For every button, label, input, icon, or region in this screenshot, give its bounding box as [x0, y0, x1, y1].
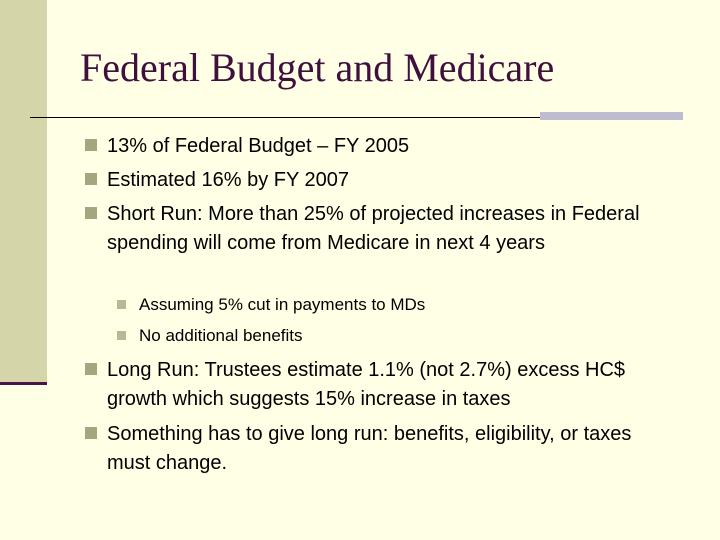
- left-decorative-band: [0, 0, 47, 385]
- bullet-item: Estimated 16% by FY 2007: [85, 166, 675, 195]
- left-band-accent-line: [0, 382, 47, 385]
- square-bullet-icon: [85, 363, 97, 375]
- square-sub-bullet-icon: [117, 331, 126, 340]
- sub-bullet-text: Assuming 5% cut in payments to MDs: [139, 295, 426, 314]
- bullet-item: Long Run: Trustees estimate 1.1% (not 2.…: [85, 356, 675, 414]
- square-bullet-icon: [85, 427, 97, 439]
- bullet-text: Short Run: More than 25% of projected in…: [107, 203, 640, 254]
- bullet-item: 13% of Federal Budget – FY 2005: [85, 132, 675, 161]
- square-bullet-icon: [85, 207, 97, 219]
- title-divider: [30, 117, 682, 118]
- bullet-text: Something has to give long run: benefits…: [107, 423, 632, 474]
- sub-bullet-item: Assuming 5% cut in payments to MDs: [117, 293, 657, 317]
- square-bullet-icon: [85, 139, 97, 151]
- bullet-text: 13% of Federal Budget – FY 2005: [107, 135, 410, 157]
- square-sub-bullet-icon: [117, 300, 126, 309]
- title-divider-accent: [540, 112, 683, 120]
- bullet-item: Short Run: More than 25% of projected in…: [85, 200, 675, 258]
- square-bullet-icon: [85, 173, 97, 185]
- bullet-text: Long Run: Trustees estimate 1.1% (not 2.…: [107, 359, 626, 410]
- bullet-text: Estimated 16% by FY 2007: [107, 169, 349, 191]
- sub-bullet-text: No additional benefits: [139, 326, 303, 345]
- bullet-item: Something has to give long run: benefits…: [85, 420, 675, 478]
- sub-bullet-item: No additional benefits: [117, 324, 657, 348]
- slide-title: Federal Budget and Medicare: [80, 45, 555, 90]
